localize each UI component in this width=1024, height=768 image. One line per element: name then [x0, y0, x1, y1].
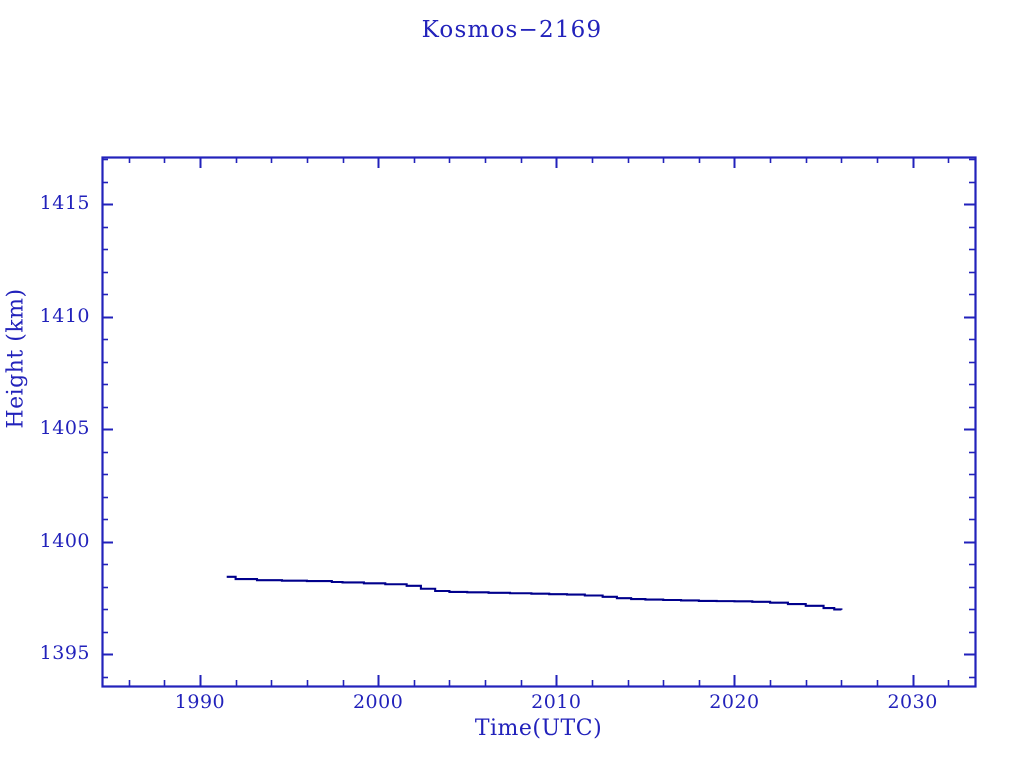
data-series-line-0 — [226, 575, 843, 611]
y-tick-label: 1400 — [39, 529, 90, 552]
y-axis-title: Height (km) — [3, 288, 29, 429]
x-tick-label: 2000 — [352, 691, 404, 713]
x-tick-label: 2030 — [887, 691, 938, 713]
y-tick-label: 1405 — [39, 417, 90, 440]
x-tick-label: 1990 — [174, 691, 226, 713]
chart-title: Kosmos−2169 — [421, 17, 603, 43]
y-tick-label: 1395 — [39, 642, 90, 665]
y-tick-label: 1410 — [39, 304, 90, 327]
x-tick-label: 2010 — [531, 691, 582, 713]
x-axis-title: Time(UTC) — [474, 716, 603, 741]
y-tick-label: 1415 — [39, 192, 90, 215]
x-tick-label: 2020 — [709, 691, 760, 713]
plot-frame — [101, 156, 977, 688]
